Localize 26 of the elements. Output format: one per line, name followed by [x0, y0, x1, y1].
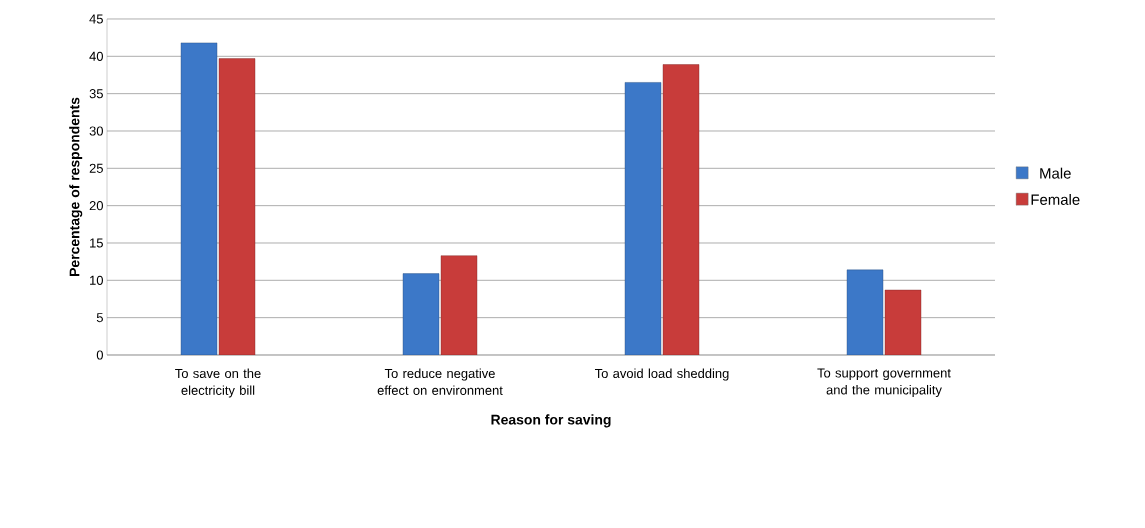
y-tick-label: 10	[90, 275, 103, 285]
x-axis-title: Reason for saving	[491, 414, 611, 428]
legend-label: Female	[1031, 193, 1080, 205]
y-tick-label: 20	[89, 201, 103, 211]
x-tick-label: To save on the electricity bill	[175, 368, 261, 398]
y-tick-label: 25	[89, 163, 103, 173]
x-tick-label: To reduce negative effect on environment	[377, 368, 503, 395]
y-axis-title: Percentage of respondents	[69, 97, 83, 276]
y-tick-label: 45	[89, 14, 103, 24]
y-tick-label: 40	[89, 51, 103, 61]
bar	[402, 273, 440, 355]
y-tick-label: 30	[89, 126, 103, 136]
bar	[624, 82, 662, 355]
x-tick-label: To support government and the municipality	[817, 368, 951, 398]
bar	[440, 255, 478, 355]
y-tick-label: 0	[96, 350, 103, 360]
x-tick-label: To avoid load shedding	[594, 368, 729, 381]
bar	[884, 289, 922, 355]
y-tick-label: 35	[89, 89, 103, 99]
bar	[662, 64, 700, 355]
bar	[180, 42, 218, 355]
bar	[846, 269, 884, 355]
legend-label: Male	[1040, 167, 1071, 179]
y-tick-label: 5	[96, 313, 103, 323]
bar	[218, 58, 256, 355]
y-tick-label: 15	[90, 238, 103, 248]
